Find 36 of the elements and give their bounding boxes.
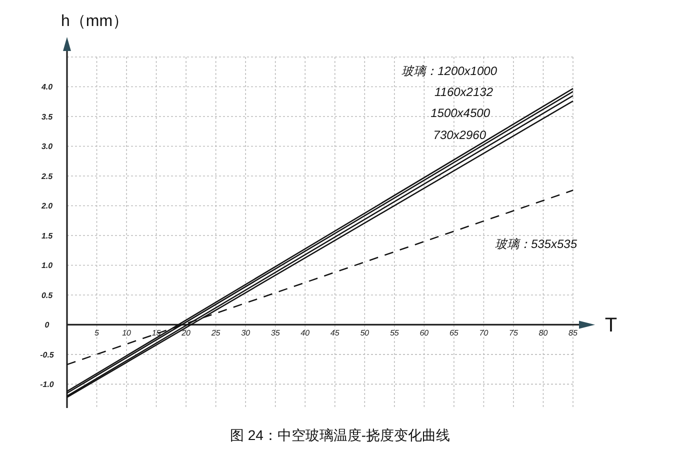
x-tick-label: 45 [330,328,340,338]
x-tick-label: 50 [360,328,370,338]
y-tick-label: 2.5 [40,172,54,181]
y-tick-label: 0.5 [41,290,54,300]
annotation: 730x2960 [433,128,486,142]
x-tick-label: 65 [449,328,459,338]
annotation: 玻璃：535x535 [494,237,578,251]
x-tick-label: 80 [538,328,548,338]
y-tick-label: -0.5 [40,350,54,360]
x-tick-label: 85 [568,328,578,338]
y-tick-label: 3.0 [41,142,54,152]
y-tick-label: 0 [44,320,50,330]
x-tick-label: 60 [420,328,430,338]
x-tick-label: 30 [241,328,251,338]
annotation: 玻璃：1200x1000 [402,64,498,78]
x-tick-label: 15 [152,328,162,338]
caption: 图 24：中空玻璃温度-挠度变化曲线 [230,427,450,443]
x-axis-title: T [604,314,618,337]
y-axis-title: h（mm） [61,13,129,30]
x-tick-label: 10 [122,328,132,338]
annotation: 1160x2132 [434,85,494,99]
y-tick-label: 2.0 [40,202,54,211]
x-tick-label: 40 [300,328,310,338]
annotation: 1500x4500 [430,106,490,120]
x-tick-label: 5 [94,328,100,338]
y-tick-label: 1.0 [41,261,54,270]
y-tick-label: 4.0 [40,82,54,92]
x-tick-label: 55 [390,328,400,338]
y-tick-label: 1.5 [41,231,54,240]
x-tick-label: 25 [210,328,221,338]
x-tick-label: 35 [270,328,280,338]
x-tick-label: 20 [180,328,192,338]
y-tick-label: 3.5 [41,112,54,122]
y-tick-label: -1.0 [40,380,54,390]
x-tick-label: 75 [509,328,518,338]
x-tick-label: 70 [479,328,489,338]
